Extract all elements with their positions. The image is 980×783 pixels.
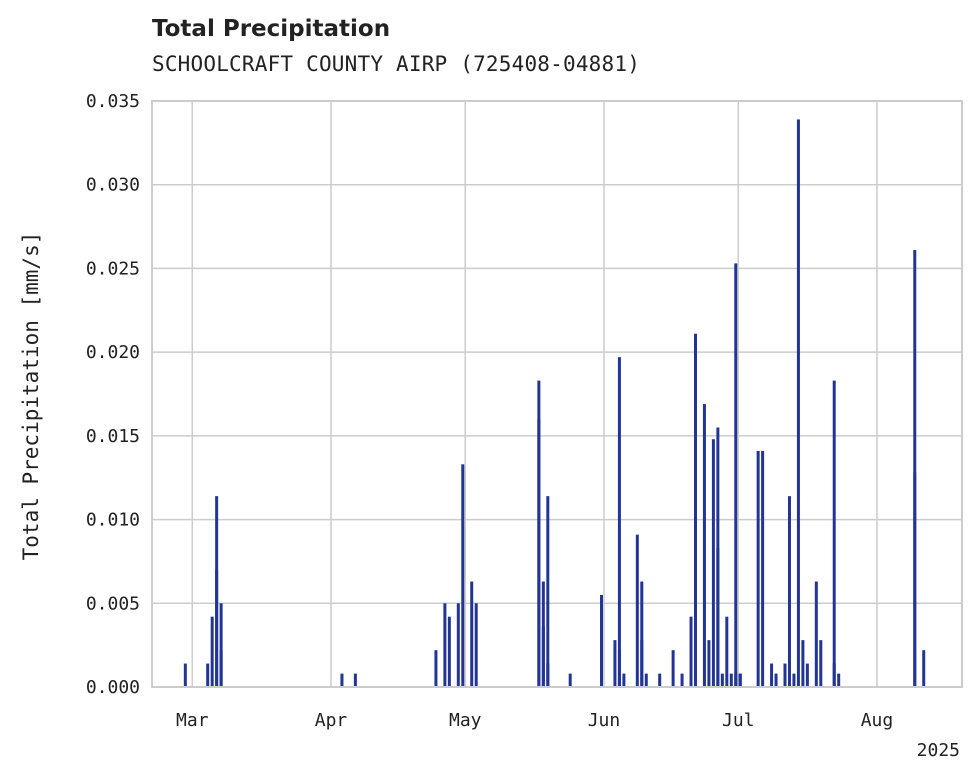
precip-bar: [792, 673, 796, 687]
precip-bar: [734, 673, 738, 687]
precip-bar: [734, 263, 738, 687]
precip-bar: [680, 673, 684, 687]
precip-bar: [837, 673, 841, 687]
precip-bar: [546, 496, 550, 687]
precip-bar: [537, 419, 541, 687]
precip-bar: [796, 119, 800, 688]
precip-bar: [340, 673, 344, 687]
precip-bar: [761, 450, 765, 687]
precip-bar: [434, 650, 438, 687]
precip-bar: [738, 673, 742, 687]
precip-bar: [456, 603, 460, 687]
precip-bar: [832, 380, 836, 687]
x-tick-label: May: [449, 710, 482, 731]
precip-bar: [711, 439, 715, 687]
precip-bar: [805, 663, 809, 687]
precip-bar: [541, 581, 545, 687]
precip-bar: [640, 581, 644, 687]
precip-bar: [671, 650, 675, 687]
precip-bar: [613, 640, 617, 687]
y-tick-label: 0.020: [86, 342, 140, 363]
chart-title: Total Precipitation: [152, 16, 391, 42]
precip-bar: [219, 650, 223, 687]
precip-bar: [622, 673, 626, 687]
precip-bar: [716, 548, 720, 687]
precip-bar: [693, 333, 697, 687]
x-tick-label: Aug: [861, 710, 894, 731]
precip-bar: [702, 404, 706, 687]
x-tick-labels: Mar Apr May Jun Jul Aug: [176, 710, 893, 731]
precip-bar: [447, 616, 451, 687]
precip-bar: [206, 663, 210, 687]
y-tick-label: 0.000: [86, 677, 140, 698]
precip-bar: [720, 673, 724, 687]
precip-bar: [474, 603, 478, 687]
plot-frame: [151, 100, 963, 688]
precip-bar: [725, 616, 729, 687]
precip-bar: [783, 663, 787, 687]
precip-bar: [640, 640, 644, 687]
x-tick-label: Jun: [588, 710, 621, 731]
precip-bar: [215, 569, 219, 687]
precip-bar: [832, 663, 836, 687]
x-tick-label: Mar: [176, 710, 209, 731]
y-tick-label: 0.025: [86, 258, 140, 279]
precip-bar: [707, 640, 711, 687]
precip-bar: [913, 250, 917, 688]
y-axis-label: Total Precipitation [mm/s]: [19, 232, 43, 561]
x-tick-label: Apr: [315, 710, 348, 731]
precip-bar: [770, 663, 774, 687]
precip-bar: [801, 640, 805, 687]
bars-layer: [183, 119, 926, 688]
precip-bar: [470, 581, 474, 687]
precip-bar: [546, 663, 550, 687]
grid-layer: [152, 100, 962, 688]
precip-bar: [617, 650, 621, 687]
precip-bar: [787, 496, 791, 687]
precip-bar: [913, 472, 917, 687]
precip-bar: [210, 616, 214, 687]
precip-bar: [814, 581, 818, 687]
y-tick-label: 0.010: [86, 510, 140, 531]
precip-bar: [819, 640, 823, 687]
precip-bar: [774, 673, 778, 687]
precip-bar: [219, 603, 223, 687]
precip-bar: [617, 357, 621, 687]
precip-bar: [729, 673, 733, 687]
y-tick-label: 0.035: [86, 91, 140, 112]
x-tick-label: Jul: [722, 710, 755, 731]
y-tick-label: 0.030: [86, 175, 140, 196]
precip-bar: [635, 534, 639, 687]
precip-bar: [756, 450, 760, 687]
precip-bar: [183, 663, 187, 687]
precip-bar: [353, 673, 357, 687]
precip-bar: [644, 673, 648, 687]
precip-bar: [689, 616, 693, 687]
precip-bar: [600, 594, 604, 687]
y-tick-labels: 0.000 0.005 0.010 0.015 0.020 0.025 0.030 0.035: [86, 91, 140, 698]
precip-bar: [922, 650, 926, 687]
precip-bar: [461, 464, 465, 687]
precip-bar: [443, 603, 447, 687]
x-offset-label: 2025: [917, 740, 960, 761]
chart-subtitle: SCHOOLCRAFT COUNTY AIRP (725408-04881): [152, 52, 641, 76]
precip-bar: [568, 673, 572, 687]
y-tick-label: 0.005: [86, 593, 140, 614]
y-tick-label: 0.015: [86, 426, 140, 447]
precip-bar: [658, 673, 662, 687]
